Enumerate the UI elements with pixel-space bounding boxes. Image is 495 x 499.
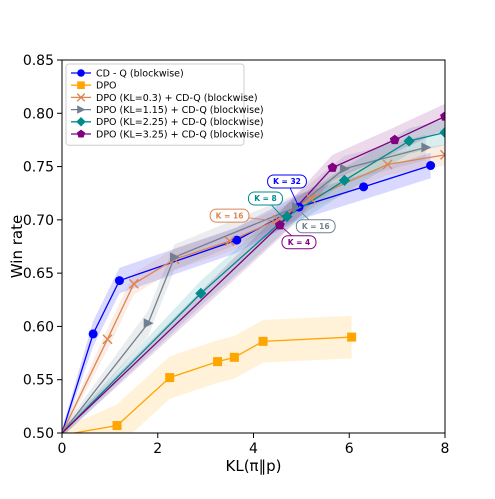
series-2-point — [165, 373, 175, 383]
series-4-line — [62, 146, 427, 433]
annotation-box — [209, 208, 250, 223]
legend-label: DPO (KL=0.3) + CD-Q (blockwise) — [96, 93, 258, 104]
annotation-box — [247, 191, 283, 206]
series-1-point — [426, 161, 436, 171]
series-3-point — [382, 159, 393, 170]
series-2-point — [229, 352, 239, 362]
legend-marker — [76, 117, 86, 127]
series-5-point — [281, 211, 293, 223]
legend-label: DPO (KL=1.15) + CD-Q (blockwise) — [96, 105, 264, 116]
x-tick-label: 4 — [249, 441, 258, 457]
series-3-point — [440, 149, 445, 160]
legend-marker — [76, 93, 86, 102]
series-2-point — [112, 421, 122, 431]
annotation-label: K = 16 — [302, 222, 330, 231]
series-6-point — [389, 134, 400, 145]
series-3-point — [305, 193, 316, 204]
legend-label: CD - Q (blockwise) — [96, 68, 184, 79]
y-axis-label: Win rate — [8, 215, 26, 278]
series-1-band — [62, 152, 431, 433]
series-2-point — [213, 357, 223, 367]
annotation-label: K = 4 — [288, 238, 311, 247]
y-tick-label: 0.80 — [23, 106, 54, 122]
series-2-point — [347, 332, 357, 342]
series-3-band — [62, 144, 445, 433]
series-2-band — [62, 315, 352, 433]
y-tick-label: 0.70 — [23, 213, 54, 229]
y-tick-label: 0.65 — [23, 266, 54, 282]
annotation-box — [267, 174, 307, 189]
y-tick-label: 0.85 — [23, 53, 54, 69]
x-tick-label: 8 — [441, 441, 450, 457]
series-4-point — [292, 202, 302, 213]
k-annotations: K = 32 K = 8 K = 16 K = 16 K = 4 — [209, 174, 336, 250]
y-tick-label: 0.50 — [23, 426, 54, 442]
series-5-point — [195, 287, 207, 300]
series-6-point — [440, 111, 445, 121]
x-tick-label: 6 — [345, 441, 354, 457]
series-4-point — [143, 318, 154, 329]
legend-label: DPO (KL=3.25) + CD-Q (blockwise) — [96, 129, 264, 140]
x-axis-ticks: 0 2 4 6 8 — [58, 433, 450, 457]
y-tick-label: 0.75 — [23, 160, 54, 176]
series-1-point — [359, 182, 369, 192]
k-annotation: K = 16 — [295, 212, 336, 234]
series-3-point — [224, 236, 235, 247]
k-annotation: K = 16 — [209, 208, 276, 223]
annotation-box — [281, 235, 317, 250]
series-1-point — [232, 235, 242, 245]
series-5-band — [62, 119, 445, 433]
y-tick-label: 0.55 — [23, 373, 54, 389]
x-tick-label: 2 — [153, 441, 162, 457]
k-annotation: K = 8 — [247, 191, 283, 217]
legend-marker — [77, 69, 85, 77]
series-1-point — [88, 329, 98, 339]
series-4-point — [170, 252, 180, 263]
annotation-box — [295, 219, 336, 234]
y-axis-ticks: 0.50 0.55 0.60 0.65 0.70 0.75 0.80 0.85 — [23, 53, 62, 442]
legend-marker — [77, 105, 86, 114]
x-tick-label: 0 — [58, 441, 67, 457]
legend-marker — [77, 81, 85, 89]
series-5-point — [439, 126, 445, 139]
series-5-line — [62, 131, 445, 433]
series-4-point — [421, 142, 432, 153]
legend-label: DPO — [96, 81, 117, 92]
series-4-point — [339, 163, 350, 174]
series-1-point — [114, 276, 124, 286]
k-annotation: K = 4 — [279, 224, 317, 250]
series-6-band — [62, 103, 445, 433]
series-3-point — [102, 334, 113, 345]
series-1-line — [62, 164, 431, 433]
series-5-point — [338, 174, 351, 187]
confidence-bands — [62, 103, 445, 433]
legend-label: DPO (KL=2.25) + CD-Q (blockwise) — [96, 117, 264, 128]
y-tick-label: 0.60 — [23, 319, 54, 335]
series-6-point — [327, 162, 338, 172]
k-annotation: K = 32 — [267, 174, 307, 208]
series-2-point — [258, 336, 268, 346]
annotation-label: K = 32 — [273, 177, 301, 186]
legend-box — [65, 63, 245, 146]
annotation-label: K = 8 — [254, 194, 277, 203]
series-3-point — [128, 278, 139, 289]
series-5-point — [403, 135, 415, 147]
annotation-label: K = 16 — [216, 211, 244, 220]
x-axis-label: KL(π‖p) — [226, 457, 282, 475]
legend-marker — [76, 129, 86, 138]
